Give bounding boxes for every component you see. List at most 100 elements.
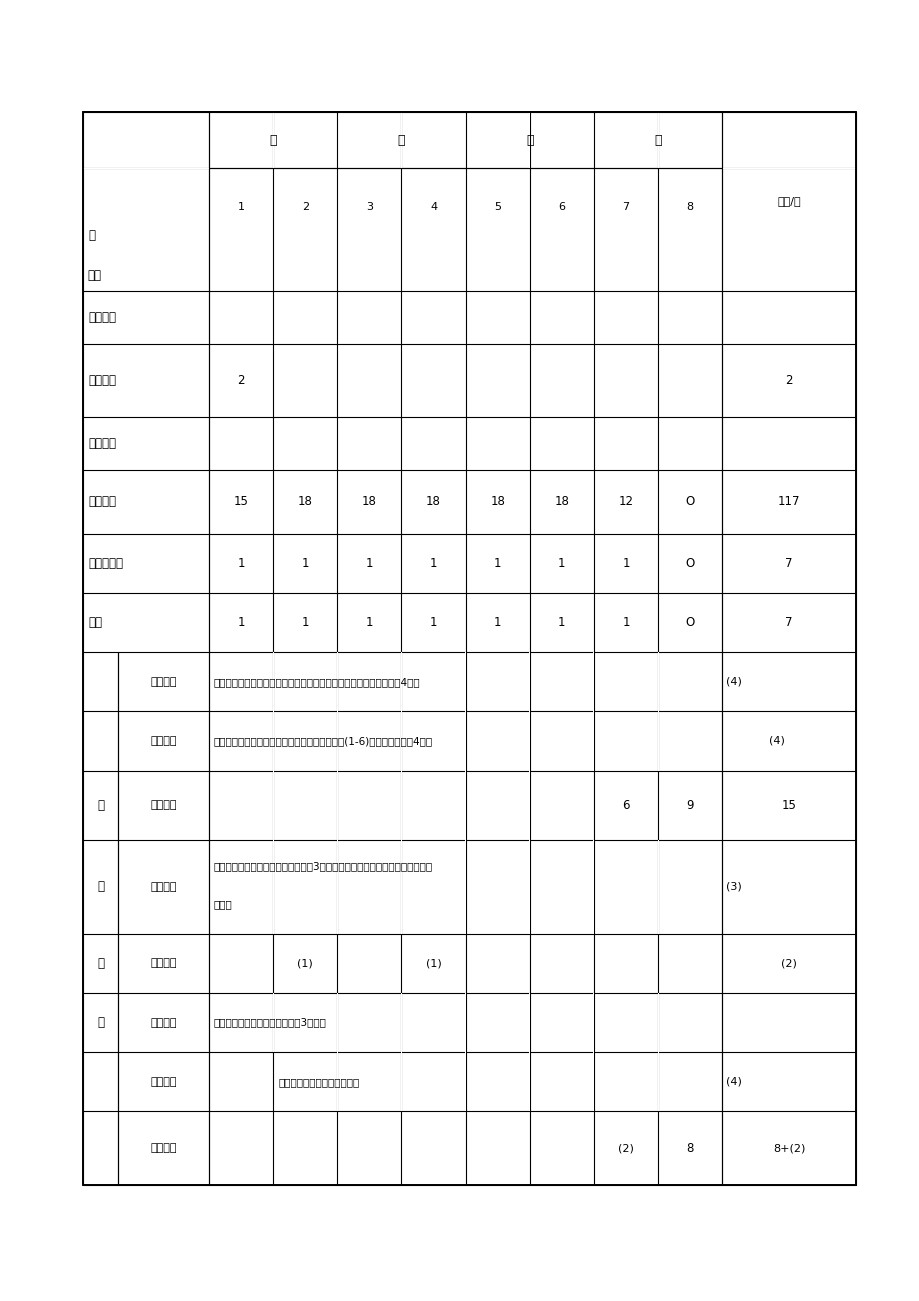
Text: 2: 2: [237, 373, 244, 386]
Text: 8: 8: [686, 1142, 693, 1155]
Text: 7: 7: [785, 615, 792, 628]
Bar: [401, 712, 402, 770]
Text: 3: 3: [366, 203, 372, 212]
Bar: [465, 652, 466, 712]
Text: 根据教学计划可自行安排时间，也可在暑期小学期进行，时间不少于4周。: 根据教学计划可自行安排时间，也可在暑期小学期进行，时间不少于4周。: [214, 677, 420, 687]
Text: 项目: 项目: [87, 269, 101, 282]
Text: 8: 8: [686, 203, 693, 212]
Text: (2): (2): [618, 1144, 633, 1153]
Bar: [336, 840, 337, 934]
Text: 期: 期: [88, 229, 95, 242]
Bar: [401, 112, 402, 168]
Text: 社会调查: 社会调查: [150, 882, 176, 892]
Text: 1: 1: [237, 615, 244, 628]
Text: 18: 18: [298, 496, 312, 509]
Text: 毕业论文: 毕业论文: [150, 1144, 176, 1153]
Text: O: O: [685, 496, 694, 509]
Bar: [401, 770, 402, 840]
Bar: [83, 112, 855, 1185]
Text: 入学教育: 入学教育: [88, 311, 116, 324]
Text: 12: 12: [618, 496, 633, 509]
Text: 实: 实: [97, 799, 104, 812]
Text: 18: 18: [361, 496, 377, 509]
Text: 117: 117: [777, 496, 800, 509]
Text: 2: 2: [301, 203, 309, 212]
Bar: [528, 652, 529, 712]
Text: 6: 6: [621, 799, 630, 812]
Text: 学: 学: [97, 1016, 104, 1029]
Text: O: O: [685, 557, 694, 570]
Text: (3): (3): [725, 882, 742, 892]
Text: (4): (4): [725, 677, 742, 687]
Bar: [465, 993, 466, 1053]
Bar: [593, 712, 594, 770]
Text: 7: 7: [622, 203, 629, 212]
Bar: [657, 1053, 658, 1111]
Bar: [528, 112, 529, 168]
Text: 1: 1: [494, 615, 501, 628]
Text: 1: 1: [558, 615, 565, 628]
Text: 四: 四: [653, 134, 661, 147]
Text: 18: 18: [554, 496, 569, 509]
Text: 1: 1: [237, 203, 244, 212]
Bar: [528, 712, 529, 770]
Text: 1: 1: [621, 557, 630, 570]
Text: 7: 7: [785, 557, 792, 570]
Bar: [593, 652, 594, 712]
Text: 三: 三: [526, 134, 533, 147]
Bar: [336, 770, 337, 840]
Text: 18: 18: [425, 496, 440, 509]
Text: 1: 1: [365, 557, 373, 570]
Bar: [401, 993, 402, 1053]
Text: 课程设计: 课程设计: [150, 677, 176, 687]
Bar: [657, 652, 658, 712]
Text: 进行。: 进行。: [214, 899, 233, 909]
Bar: [465, 1053, 466, 1111]
Text: 1: 1: [429, 557, 437, 570]
Text: 1: 1: [429, 615, 437, 628]
Text: 5: 5: [494, 203, 501, 212]
Text: O: O: [685, 615, 694, 628]
Bar: [593, 1053, 594, 1111]
Text: 综合设计: 综合设计: [150, 1077, 176, 1086]
Text: (1): (1): [297, 959, 312, 968]
Text: 毕业实习: 毕业实习: [150, 800, 176, 811]
Bar: [272, 712, 273, 770]
Text: 各专业见习可根据教学要求自行安排在不同学期(1-6)内进行，时间为4周。: 各专业见习可根据教学要求自行安排在不同学期(1-6)内进行，时间为4周。: [214, 736, 433, 745]
Bar: [83, 112, 855, 1185]
Bar: [657, 840, 658, 934]
Text: 9: 9: [686, 799, 693, 812]
Bar: [336, 652, 337, 712]
Bar: [272, 993, 273, 1053]
Text: (4): (4): [768, 736, 784, 745]
Text: 6: 6: [558, 203, 565, 212]
Bar: [593, 840, 594, 934]
Text: 考试: 考试: [88, 615, 102, 628]
Text: 军事理论: 军事理论: [88, 373, 116, 386]
Text: 践: 践: [97, 881, 104, 894]
Text: 二: 二: [397, 134, 404, 147]
Text: 创新实践: 创新实践: [150, 1017, 176, 1028]
Text: 8+(2): 8+(2): [772, 1144, 804, 1153]
Text: 18: 18: [490, 496, 505, 509]
Text: 复习、考查: 复习、考查: [88, 557, 123, 570]
Bar: [657, 993, 658, 1053]
Text: (4): (4): [725, 1077, 742, 1086]
Bar: [272, 840, 273, 934]
Text: 课堂教学: 课堂教学: [88, 496, 116, 509]
Bar: [465, 770, 466, 840]
Bar: [272, 770, 273, 840]
Text: 包括思想政治教育课程实践。时间为3周，主要安排在假期，也可结合专业实习: 包括思想政治教育课程实践。时间为3周，主要安排在假期，也可结合专业实习: [214, 861, 433, 872]
Text: 生产劳动: 生产劳动: [150, 959, 176, 968]
Bar: [657, 112, 658, 168]
Text: 军事训练: 军事训练: [88, 437, 116, 450]
Bar: [528, 1053, 529, 1111]
Text: 1: 1: [301, 557, 309, 570]
Text: 15: 15: [233, 496, 248, 509]
Text: 合计/周: 合计/周: [777, 196, 800, 207]
Text: 一: 一: [269, 134, 277, 147]
Text: 主要在课余时间内进行，不少于3学分。: 主要在课余时间内进行，不少于3学分。: [214, 1017, 326, 1028]
Text: (2): (2): [780, 959, 796, 968]
Text: 1: 1: [237, 557, 244, 570]
Bar: [401, 840, 402, 934]
